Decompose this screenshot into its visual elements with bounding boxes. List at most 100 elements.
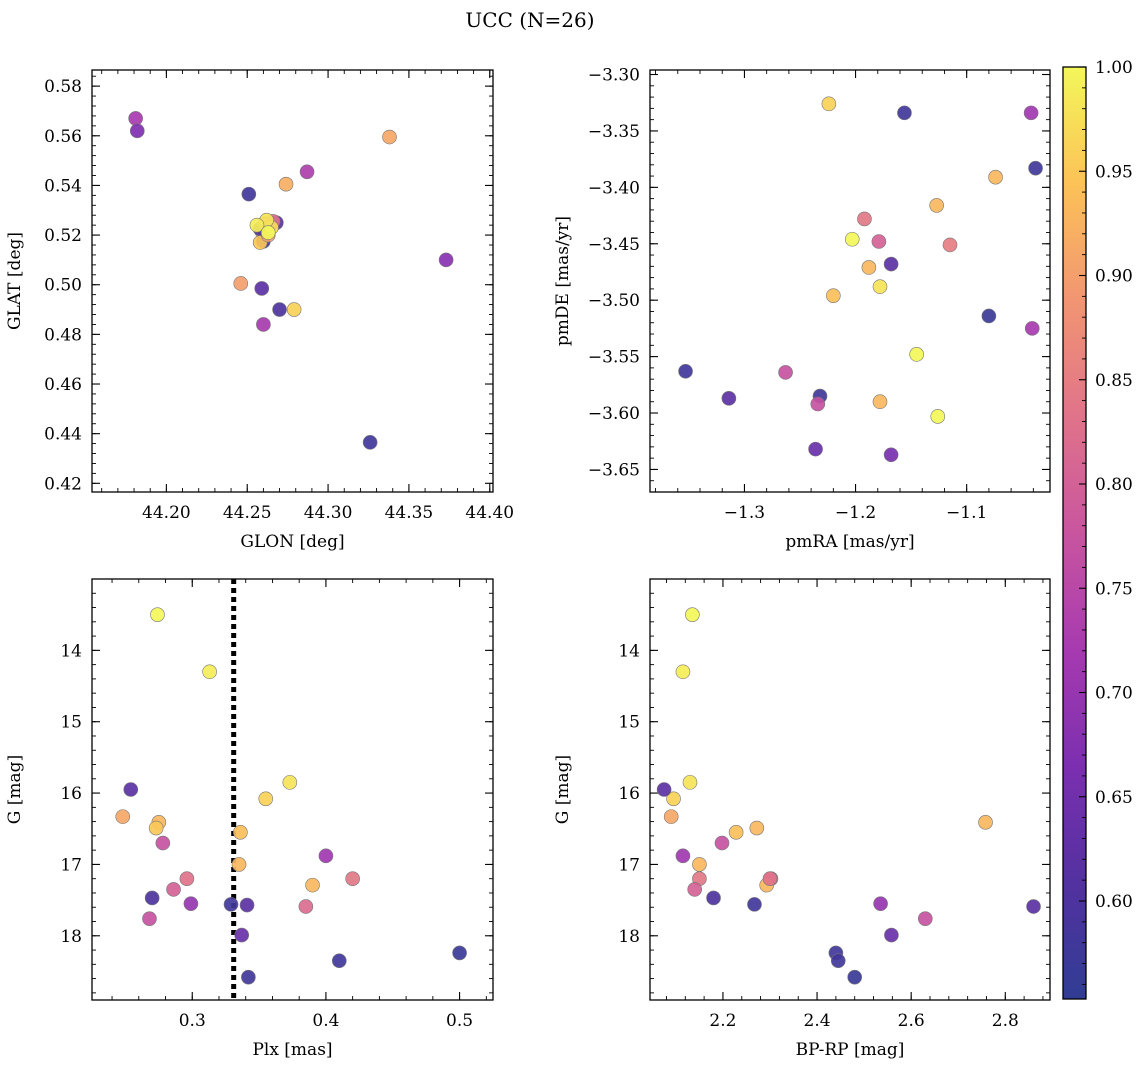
- scatter-point: [305, 877, 320, 893]
- scatter-point: [884, 927, 899, 943]
- panel-glon-glat: 44.20 44.25 44.30 44.35 44.40 0.42 0.44 0.46 0.4…: [5, 69, 514, 552]
- scatter-point: [762, 871, 778, 886]
- scatter-point: [234, 927, 250, 943]
- panel-pmra-pmde: −1.3 −1.2 −1.1 −3.65 −3.60 −3.55 −3.50 −3.45 −3.…: [553, 66, 1051, 552]
- scatter-point: [382, 129, 397, 145]
- y-tick-label: 17: [60, 855, 82, 875]
- scatter-point: [179, 871, 195, 886]
- y-tick-label: 15: [60, 713, 82, 733]
- scatter-point: [260, 225, 276, 240]
- scatter-point: [930, 409, 946, 424]
- scatter-point: [871, 234, 887, 249]
- panel-bprp-g: 2.2 2.4 2.6 2.8 14 15 16 17 18 BP-RP [mag] G [mag]: [553, 578, 1051, 1060]
- y-tick-label: −3.40: [588, 178, 640, 198]
- y-axis-label: G [mag]: [553, 755, 573, 824]
- scatter-point: [981, 308, 997, 324]
- scatter-point: [675, 848, 691, 864]
- axes-frame: [91, 578, 494, 1001]
- scatter-point: [438, 252, 454, 268]
- scatter-point: [808, 441, 823, 457]
- scatter-point: [778, 365, 793, 380]
- scatter-point: [714, 835, 730, 851]
- scatter-point: [331, 953, 347, 969]
- scatter-point: [663, 809, 679, 824]
- scatter-point: [682, 775, 698, 790]
- colorbar-tick-label: 0.60: [1095, 892, 1133, 912]
- x-tick-label: 2.6: [898, 1011, 925, 1031]
- scatter-point: [685, 607, 700, 622]
- scatter-point: [128, 111, 143, 126]
- scatter-point: [883, 256, 899, 272]
- y-tick-label: −3.60: [588, 404, 640, 424]
- scatter-point: [123, 782, 139, 797]
- scatter-point: [129, 123, 145, 139]
- y-tick-label: 0.42: [44, 474, 82, 494]
- scatter-point: [1028, 160, 1043, 176]
- scatter-point: [666, 791, 681, 807]
- x-tick-label: 2.4: [804, 1011, 831, 1031]
- scatter-point: [847, 969, 863, 985]
- colorbar-tick-label: 0.75: [1095, 579, 1133, 599]
- scatter-point: [142, 911, 157, 926]
- scatter-point: [150, 607, 165, 622]
- x-axis-label: Plx [mas]: [252, 1040, 332, 1060]
- scatter-point: [857, 211, 872, 227]
- scatter-point: [115, 809, 131, 824]
- x-tick-label: 0.3: [179, 1011, 206, 1031]
- x-tick-label: 2.2: [709, 1011, 736, 1031]
- scatter-point: [721, 391, 737, 406]
- colorbar-tick-label: 0.85: [1095, 371, 1133, 391]
- scatter-point: [249, 217, 265, 233]
- y-tick-label: 14: [618, 641, 640, 661]
- scatter-point: [873, 896, 888, 911]
- y-tick-label: 0.54: [44, 176, 82, 196]
- scatter-point: [810, 396, 826, 412]
- y-tick-label: 16: [618, 784, 640, 804]
- x-axis-label: BP-RP [mag]: [796, 1040, 905, 1060]
- colorbar-tick-label: 0.65: [1095, 788, 1133, 808]
- scatter-point: [256, 317, 271, 332]
- scatter-point: [678, 363, 693, 379]
- scatter-point: [706, 890, 721, 906]
- colorbar-tick-label: 1.00: [1095, 58, 1133, 78]
- x-tick-label: 2.8: [992, 1011, 1019, 1031]
- scatter-point: [233, 276, 249, 291]
- scatter-point: [362, 435, 378, 450]
- scatter-point: [821, 96, 837, 112]
- figure-title: UCC (N=26): [465, 8, 594, 32]
- scatter-point: [231, 857, 247, 872]
- x-tick-label: 44.35: [385, 503, 434, 523]
- y-tick-label: 0.50: [44, 276, 82, 296]
- x-tick-label: 44.20: [142, 503, 191, 523]
- scatter-point: [298, 899, 314, 914]
- x-tick-label: −1.1: [946, 503, 987, 523]
- scatter-point: [747, 897, 762, 912]
- scatter-point: [687, 882, 703, 897]
- y-tick-label: 0.48: [44, 325, 82, 345]
- scatter-point: [861, 260, 877, 275]
- scatter-point: [917, 911, 933, 926]
- scatter-point: [299, 164, 315, 180]
- scatter-point: [241, 186, 257, 202]
- scatter-point: [826, 288, 841, 303]
- y-tick-label: 14: [60, 641, 82, 661]
- scatter-point: [258, 791, 274, 807]
- scatter-point: [239, 897, 255, 913]
- y-tick-label: 0.58: [44, 77, 82, 97]
- y-tick-label: −3.55: [588, 348, 640, 368]
- scatter-point: [286, 302, 302, 317]
- scatter-point: [254, 281, 270, 296]
- colorbar-tick-label: 0.90: [1095, 267, 1133, 287]
- scatter-point: [155, 835, 171, 851]
- x-tick-label: −1.3: [724, 503, 765, 523]
- scatter-point: [148, 820, 164, 836]
- y-tick-label: −3.50: [588, 291, 640, 311]
- colorbar: 0.60 0.65 0.70 0.75 0.80 0.85 0.90 0.95 1.00: [1062, 58, 1133, 1000]
- y-tick-label: 0.56: [44, 127, 82, 147]
- scatter-point: [183, 896, 199, 911]
- x-tick-label: 44.30: [304, 503, 353, 523]
- scatter-point: [345, 871, 360, 886]
- colorbar-gradient: [1062, 66, 1087, 1000]
- scatter-point: [233, 825, 248, 840]
- scatter-point: [278, 176, 294, 192]
